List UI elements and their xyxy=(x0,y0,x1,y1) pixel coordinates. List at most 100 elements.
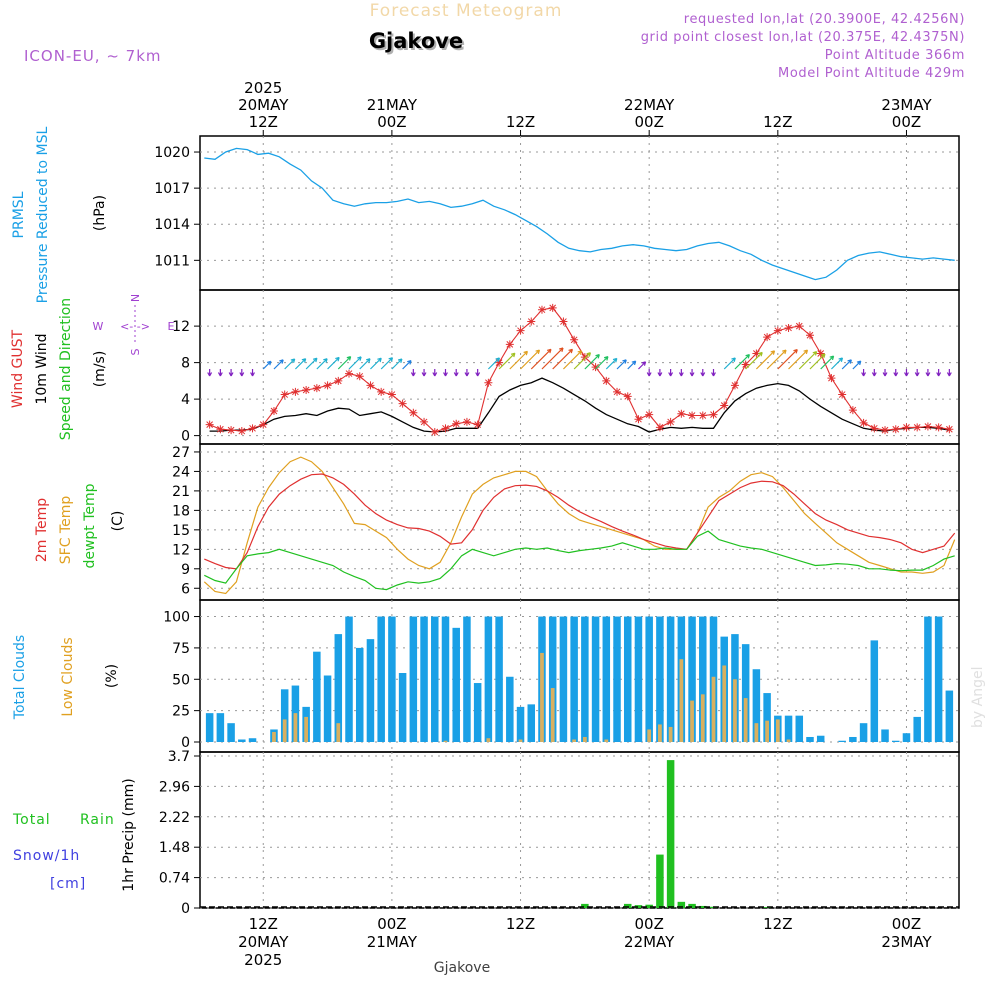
precip-bar xyxy=(666,760,675,908)
bottom-time-label: 20MAY xyxy=(238,933,289,951)
precip-frame xyxy=(199,751,960,909)
gust-marker xyxy=(430,427,439,436)
total-cloud-bar xyxy=(859,723,868,742)
gust-marker xyxy=(484,378,493,387)
total-cloud-bar xyxy=(613,616,621,742)
gust-marker xyxy=(891,425,900,434)
total-cloud-bar xyxy=(741,644,750,742)
precip-panel: 0 0.74 1.48 2.22 2.96 3.7 xyxy=(159,749,960,917)
top-time-label: 20MAY xyxy=(238,96,289,114)
wind-arrow xyxy=(723,357,736,370)
total-cloud-bar xyxy=(345,616,353,742)
wind-arrow xyxy=(595,356,609,370)
low-cloud-bar xyxy=(582,736,587,742)
gust-marker xyxy=(741,360,750,369)
gust-marker xyxy=(773,326,782,335)
pressure-side-labels: PRMSL Pressure Reduced to MSL (hPa) xyxy=(11,126,108,303)
wind-arrow xyxy=(402,359,412,370)
temperature-tick-label: 9 xyxy=(181,562,190,578)
wind-arrow xyxy=(925,369,931,377)
precip-tick-label: 1.48 xyxy=(159,840,190,856)
bottom-time-label: 00Z xyxy=(634,915,663,933)
wind-arrow xyxy=(337,356,352,370)
temperature-frame xyxy=(199,443,960,601)
total-cloud-bar xyxy=(473,683,482,742)
gust-marker xyxy=(216,425,225,434)
point-altitude: Point Altitude 366m xyxy=(825,48,965,63)
low-clouds-label: Low Clouds xyxy=(60,637,76,716)
total-cloud-bar xyxy=(806,736,814,742)
low-cloud-bar xyxy=(711,676,716,742)
low-cloud-bar xyxy=(722,665,727,742)
gust-marker xyxy=(345,369,354,378)
low-cloud-bar xyxy=(486,738,491,742)
total-cloud-bar xyxy=(763,693,771,742)
gust-marker xyxy=(516,326,525,335)
wind-arrow xyxy=(316,358,328,370)
location-title-front: Gjakove xyxy=(369,29,463,53)
total-cloud-bar xyxy=(334,634,343,742)
gust-marker xyxy=(645,410,654,419)
grid-point-coords: grid point closest lon,lat (20.375E, 42.… xyxy=(641,30,965,45)
wind-arrow xyxy=(755,350,776,370)
total-cloud-bar xyxy=(602,616,611,742)
pressure-tick-label: 1011 xyxy=(154,253,190,269)
compass-rose: N S W E <- -> xyxy=(93,294,175,356)
total-cloud-bar xyxy=(366,639,375,742)
gust-marker xyxy=(548,303,557,312)
bottom-time-label: 22MAY xyxy=(624,933,675,951)
compass-e: E xyxy=(168,320,175,333)
top-time-label: 00Z xyxy=(892,113,921,131)
wind-arrow xyxy=(453,369,459,377)
compass-n: N xyxy=(129,294,142,302)
precip-tick-label: 3.7 xyxy=(168,749,190,765)
wind-arrow xyxy=(273,359,284,370)
wind-speed-line xyxy=(209,377,950,433)
total-cloud-bar xyxy=(420,616,428,742)
gust-marker xyxy=(881,426,890,435)
total-cloud-bar xyxy=(656,616,664,742)
gust-marker xyxy=(355,372,364,381)
gust-marker xyxy=(666,417,675,426)
gust-marker xyxy=(730,381,739,390)
gust-marker xyxy=(752,349,761,358)
precip-tick-label: 2.22 xyxy=(159,810,190,826)
gust-marker xyxy=(227,426,236,435)
total-cloud-bar xyxy=(849,736,857,742)
total-cloud-bar xyxy=(484,616,493,742)
low-cloud-bar xyxy=(572,739,577,742)
total-cloud-bar xyxy=(495,616,503,742)
total-cloud-bar xyxy=(377,616,385,742)
wind-arrow xyxy=(475,369,481,377)
low-cloud-bar xyxy=(690,700,694,742)
total-cloud-bar xyxy=(934,616,943,742)
total-cloud-bar xyxy=(216,713,225,742)
snow-label: Snow/1h xyxy=(13,848,80,864)
wind-arrow xyxy=(487,357,501,370)
wind-unit: (m/s) xyxy=(92,351,108,388)
pressure-unit: (hPa) xyxy=(92,195,108,231)
wind-arrow xyxy=(464,369,470,377)
wind-arrow xyxy=(207,369,213,377)
temp-side-labels: 2m Temp SFC Temp dewpt Temp (C) xyxy=(34,483,126,568)
wind-arrow xyxy=(788,349,809,370)
total-cloud-bar xyxy=(891,740,900,742)
gust-marker xyxy=(473,420,482,429)
pressure-tick-label: 1017 xyxy=(154,181,190,197)
wind-arrow xyxy=(421,369,427,377)
wind-tick-label: 8 xyxy=(181,356,190,372)
gust-marker xyxy=(623,392,632,401)
total-cloud-bar xyxy=(752,669,761,742)
gust-marker xyxy=(602,376,611,385)
bottom-time-label: 12Z xyxy=(506,915,535,933)
cloud-side-labels: Total Clouds Low Clouds (%) xyxy=(12,635,120,720)
wind-arrow xyxy=(305,357,318,370)
wind-arrow xyxy=(616,359,627,370)
total-cloud-bar xyxy=(816,735,825,742)
dewpt-temp-line xyxy=(204,530,955,591)
low-cloud-bar xyxy=(786,739,791,742)
precip-side-labels: Total Rain Snow/1h [cm] 1hr Precip (mm) xyxy=(12,778,137,892)
precip-unit: 1hr Precip (mm) xyxy=(121,778,137,891)
wind-arrow xyxy=(262,360,272,370)
total-cloud-bar xyxy=(452,627,460,742)
